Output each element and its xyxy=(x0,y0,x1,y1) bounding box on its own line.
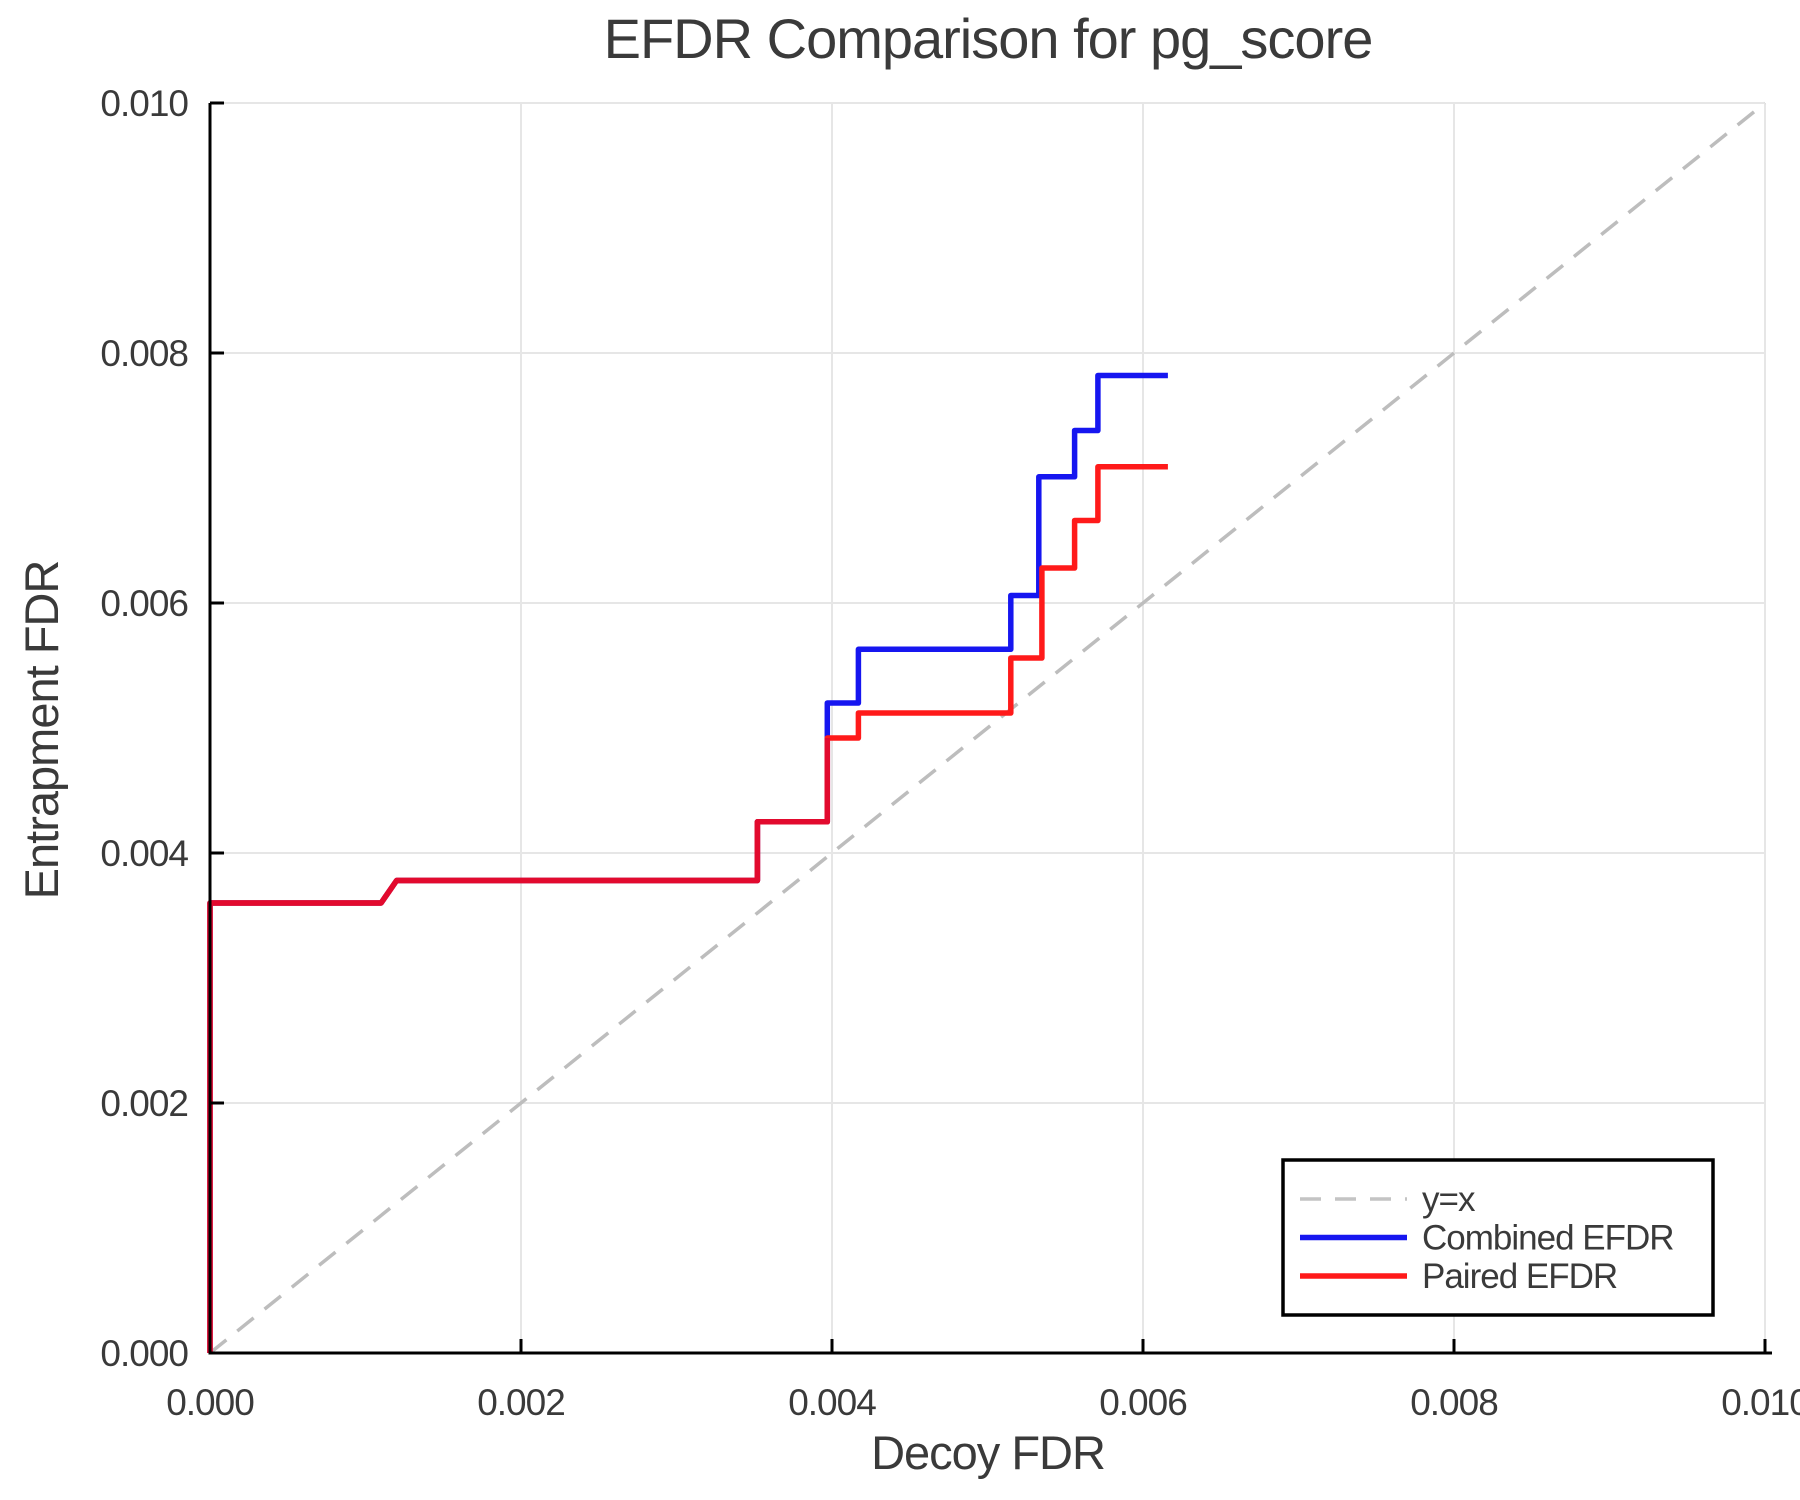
x-tick-label: 0.006 xyxy=(1099,1382,1187,1423)
y-tick-label: 0.008 xyxy=(100,333,188,374)
y-axis-title: Entrapment FDR xyxy=(15,560,68,900)
y-tick-label: 0.002 xyxy=(100,1083,188,1124)
x-tick-label: 0.010 xyxy=(1721,1382,1800,1423)
paired-efdr-line xyxy=(207,464,1168,1353)
legend-label: Combined EFDR xyxy=(1422,1219,1674,1258)
chart-title: EFDR Comparison for pg_score xyxy=(603,7,1374,70)
y-tick-label: 0.006 xyxy=(100,583,188,624)
y-x-line xyxy=(208,101,1767,1355)
y-tick-label: 0.010 xyxy=(100,83,188,124)
combined-efdr-line xyxy=(207,372,1168,1353)
x-tick-label: 0.008 xyxy=(1410,1382,1498,1423)
x-tick-label: 0.004 xyxy=(788,1382,876,1423)
x-tick-label: 0.000 xyxy=(166,1382,254,1423)
overlapping-efdr-line xyxy=(207,738,831,1353)
legend-label: y=x xyxy=(1422,1180,1476,1219)
y-tick-label: 0.004 xyxy=(100,833,188,874)
legend-label: Paired EFDR xyxy=(1422,1257,1617,1296)
x-tick-label: 0.002 xyxy=(477,1382,565,1423)
x-axis-title: Decoy FDR xyxy=(871,1426,1106,1479)
y-tick-label: 0.000 xyxy=(100,1333,188,1374)
